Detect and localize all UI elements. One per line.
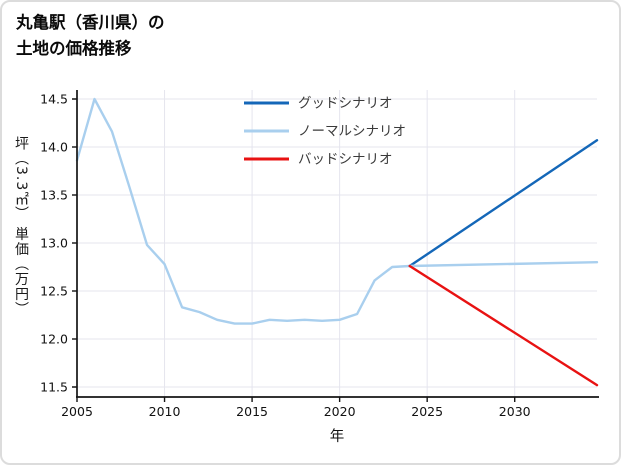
legend-label-good-scenario: グッドシナリオ: [298, 96, 393, 112]
y-tick-label: 12.0: [40, 332, 68, 347]
series-line-bad-scenario: [408, 264, 599, 387]
y-tick-label: 13.5: [40, 188, 68, 203]
y-tick-label: 14.5: [40, 92, 68, 107]
tick-marks: [72, 98, 516, 402]
series-line-good-scenario: [408, 139, 599, 268]
x-axis-label: 年: [330, 428, 345, 445]
tick-labels: 2005 2010 2015 2020 2025 2030 11.5 12.0 12.5 13.0…: [40, 92, 531, 420]
legend-item-normal-scenario: ノーマルシナリオ: [244, 124, 406, 140]
x-tick-label: 2005: [61, 404, 93, 419]
page-title-line2: 土地の価格推移: [16, 38, 132, 58]
series-line-history: [75, 97, 411, 325]
y-axis-label: 坪（3.3㎡） 単価（万円）: [13, 136, 29, 317]
grid-lines: [76, 90, 597, 397]
legend-label-normal-scenario: ノーマルシナリオ: [298, 124, 406, 140]
legend-item-good-scenario: グッドシナリオ: [244, 96, 393, 112]
y-tick-label: 12.5: [40, 284, 68, 299]
y-tick-label: 11.5: [40, 380, 68, 395]
x-tick-label: 2010: [149, 404, 181, 419]
x-tick-label: 2030: [499, 404, 531, 419]
x-tick-label: 2025: [411, 404, 443, 419]
x-tick-label: 2020: [324, 404, 356, 419]
legend-item-bad-scenario: バッドシナリオ: [244, 152, 393, 168]
x-tick-label: 2015: [236, 404, 268, 419]
series-line-normal-scenario: [408, 261, 599, 268]
y-tick-label: 13.0: [40, 236, 68, 251]
y-tick-label: 14.0: [40, 140, 68, 155]
page-title: 丸亀駅（香川県）の 土地の価格推移: [16, 10, 165, 61]
page-title-line1: 丸亀駅（香川県）の: [16, 13, 165, 32]
legend-label-bad-scenario: バッドシナリオ: [298, 152, 393, 168]
